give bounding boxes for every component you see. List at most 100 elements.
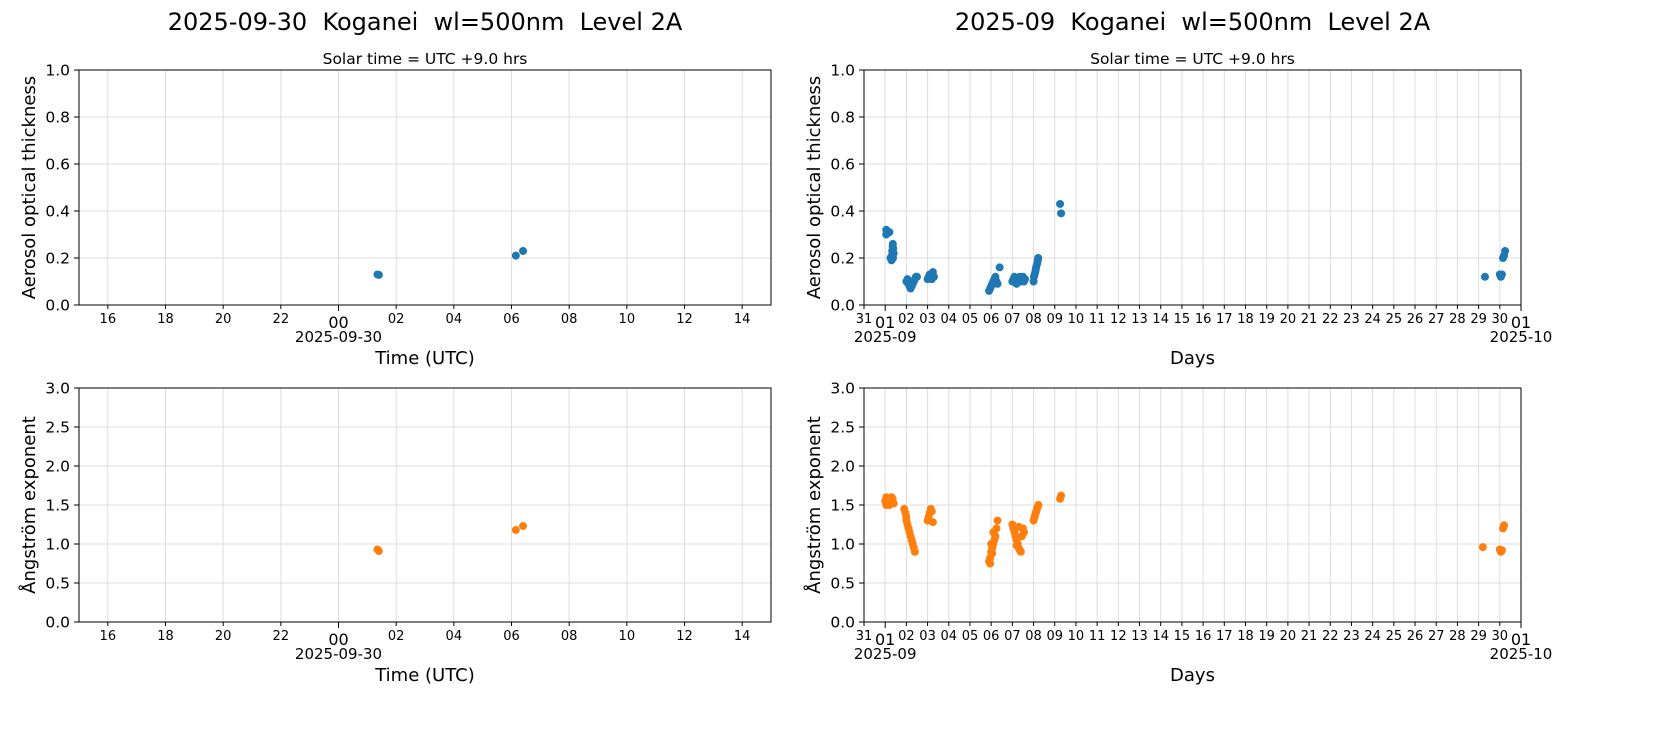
data-point [902, 512, 911, 521]
x-tick-label: 08 [561, 629, 578, 644]
data-point [993, 516, 1002, 525]
x-tick-label: 31 [856, 312, 873, 327]
x-tick-label: 00 [328, 313, 348, 332]
chart-daily-aod: 0.0 0.2 0.4 0.6 0.8 1.0 16 18 20 22 00 02 04 06 08 10 12… [19, 62, 772, 369]
y-tick-label: 0.5 [830, 575, 855, 593]
x-tick-label: 18 [157, 629, 174, 644]
x-tick-label: 28 [1449, 629, 1466, 644]
x-axis-label: Days [1170, 665, 1215, 686]
data-point [995, 263, 1004, 272]
x-tick-label: 13 [1131, 629, 1148, 644]
x-tick-label: 06 [983, 312, 1000, 327]
y-tick-label: 3.0 [830, 380, 855, 398]
y-tick-label: 2.0 [45, 458, 70, 476]
x-tick-label: 20 [1280, 312, 1297, 327]
x-tick-label: 04 [941, 629, 958, 644]
chart-monthly-angstrom: 0.00.51.01.52.02.53.031 01 02 03 04 05 06 07 08 0… [803, 380, 1552, 687]
x-tick-label: 05 [962, 629, 979, 644]
data-point [519, 246, 528, 255]
x-tick-label: 03 [919, 312, 936, 327]
x-tick-label: 23 [1343, 312, 1360, 327]
y-tick-label: 0.6 [830, 156, 855, 174]
y-tick-label: 1.5 [45, 497, 70, 515]
x-tick-label: 31 [856, 629, 873, 644]
x-tick-label: 02 [898, 629, 915, 644]
data-point [519, 522, 528, 531]
data-point [887, 498, 896, 507]
data-point [1021, 275, 1030, 284]
x-tick-label: 14 [1152, 629, 1169, 644]
plot-frame [863, 69, 1522, 306]
data-point [1497, 546, 1506, 555]
y-tick-label: 2.5 [45, 419, 70, 437]
x-tick-label: 12 [1110, 629, 1127, 644]
data-point [927, 507, 936, 516]
x-tick-label: 22 [273, 629, 290, 644]
x-tick-label: 10 [619, 629, 636, 644]
x-tick-label: 23 [1343, 629, 1360, 644]
x-tick-label: 01 [1511, 630, 1531, 649]
data-point [910, 547, 919, 556]
x-tick-label: 10 [1068, 629, 1085, 644]
x-tick-label: 02 [388, 629, 405, 644]
x-tick-label: 03 [919, 629, 936, 644]
x-tick-label: 26 [1407, 312, 1424, 327]
y-axis-label: Ångström exponent [18, 416, 40, 594]
x-tick-label: 02 [388, 312, 405, 327]
x-tick-label: 28 [1449, 312, 1466, 327]
x-tick-label: 01 [1511, 313, 1531, 332]
data-point [988, 549, 997, 558]
x-tick-label: 22 [1322, 312, 1339, 327]
x-tick-label: 14 [734, 312, 751, 327]
x-tick-label: 08 [1025, 629, 1042, 644]
x-tick-label: 02 [898, 312, 915, 327]
data-point [1478, 543, 1487, 552]
data-point [1016, 547, 1025, 556]
data-point [1057, 491, 1066, 500]
data-point [912, 272, 921, 281]
data-point [889, 254, 898, 262]
x-date-sublabel: 2025-09-30 [295, 328, 382, 346]
data-point [374, 270, 383, 279]
x-tick-label: 04 [446, 629, 463, 644]
left-panel-subtitle: Solar time = UTC +9.0 hrs [322, 50, 528, 68]
x-tick-label: 13 [1131, 312, 1148, 327]
x-axis-label: Days [1170, 348, 1215, 369]
y-tick-label: 1.0 [45, 62, 70, 80]
x-tick-label: 30 [1492, 629, 1509, 644]
x-axis-label: Time (UTC) [374, 665, 475, 686]
y-axis-label: Aerosol optical thickness [19, 76, 40, 299]
data-point [1501, 246, 1510, 255]
y-tick-label: 1.0 [45, 536, 70, 554]
x-tick-label: 16 [100, 312, 117, 327]
plot-frame [78, 387, 772, 623]
x-date-sublabel: 2025-10 [1490, 645, 1553, 663]
x-tick-label: 06 [983, 629, 1000, 644]
x-tick-label: 30 [1492, 312, 1509, 327]
y-tick-label: 0.4 [45, 203, 70, 221]
x-tick-label: 12 [1110, 312, 1127, 327]
x-tick-label: 11 [1089, 629, 1106, 644]
y-tick-label: 0.2 [45, 250, 70, 268]
x-tick-label: 10 [619, 312, 636, 327]
x-tick-label: 25 [1386, 312, 1403, 327]
x-tick-label: 29 [1470, 312, 1487, 327]
chart-monthly-aod: 0.00.20.40.60.81.031 01 02 03 04 05 06 07 08 09 10… [804, 62, 1552, 370]
y-tick-label: 2.5 [830, 419, 855, 437]
plot-frame [78, 69, 772, 306]
data-point [1014, 522, 1023, 531]
x-tick-label: 04 [941, 312, 958, 327]
x-tick-label: 12 [676, 312, 693, 327]
x-tick-label: 20 [215, 312, 232, 327]
data-point [906, 282, 915, 291]
x-tick-label: 22 [1322, 629, 1339, 644]
x-tick-label: 15 [1174, 629, 1191, 644]
y-tick-label: 3.0 [45, 380, 70, 398]
x-tick-label: 17 [1216, 312, 1233, 327]
data-point [1056, 199, 1065, 208]
x-tick-label: 18 [1237, 312, 1254, 327]
x-tick-label: 17 [1216, 629, 1233, 644]
y-tick-label: 2.0 [830, 458, 855, 476]
x-tick-label: 20 [1280, 629, 1297, 644]
